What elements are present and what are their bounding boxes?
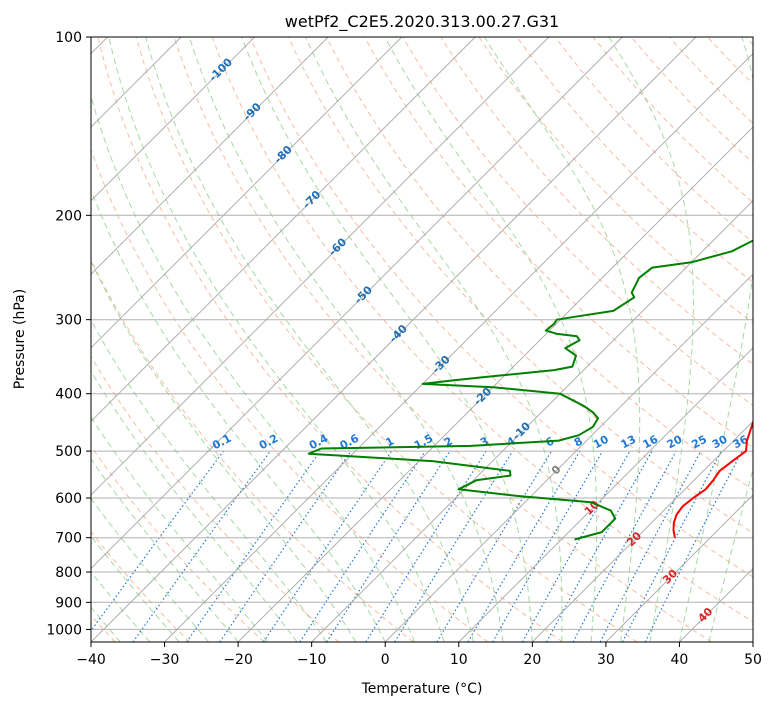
- x-axis-title: Temperature (°C): [361, 681, 483, 697]
- mixing-ratio-lines: [91, 450, 743, 642]
- dry-adiabat-line: [364, 37, 753, 449]
- moist-adiabat-line: [108, 37, 445, 642]
- mixing-ratio-line: [91, 450, 224, 632]
- mixing-ratio-line: [262, 450, 392, 642]
- x-tick-label: −20: [223, 652, 253, 668]
- mixing-ratio-line: [546, 450, 653, 642]
- y-tick-label: 800: [55, 565, 82, 581]
- y-tick-label: 100: [55, 30, 82, 46]
- x-axis: −40 −30 −20 −10 0 10 20 30 40 50: [76, 642, 762, 668]
- isotherm-line: [91, 37, 623, 570]
- y-tick-label: 400: [55, 387, 82, 403]
- dry-adiabat-line: [211, 37, 753, 623]
- mixing-ratio-label: 20: [665, 433, 685, 452]
- profiles: [307, 239, 753, 541]
- x-tick-label: 30: [597, 652, 615, 668]
- moist-adiabat-line: [91, 497, 210, 642]
- dry-adiabat-line: [135, 37, 638, 642]
- mixing-ratio-line: [219, 450, 352, 642]
- moist-adiabat-line: [241, 37, 533, 642]
- isotherm-line: [237, 126, 753, 642]
- x-tick-label: −30: [150, 652, 180, 668]
- moist-adiabat-line: [484, 37, 641, 642]
- dry-adiabat-line: [97, 37, 563, 642]
- moist-adiabat-line: [91, 188, 386, 642]
- dry-adiabats: [91, 37, 753, 642]
- isotherm-line: [752, 641, 753, 642]
- y-tick-label: 700: [55, 531, 82, 547]
- dry-adiabat-line: [326, 37, 753, 491]
- dewpoint-line: [307, 239, 753, 541]
- moist-adiabat-line: [384, 37, 598, 642]
- mixing-ratio-line: [644, 450, 743, 642]
- mixing-ratio-line: [394, 450, 514, 642]
- y-axis: 100 200 300 400 500 600 700 800 900 1000: [46, 30, 91, 638]
- isotherm-line: [605, 494, 753, 642]
- mixing-ratio-line: [326, 450, 451, 642]
- isotherm-line: [91, 37, 476, 423]
- moist-adiabat-line: [145, 37, 474, 642]
- mixing-ratio-label: 13: [619, 433, 639, 452]
- isotherm-line: [384, 273, 753, 642]
- plot-area: [91, 37, 753, 642]
- isotherm-line: [458, 347, 753, 642]
- dry-adiabat-line: [91, 258, 414, 642]
- moist-adiabat-line: [91, 535, 180, 642]
- mixing-ratio-line: [572, 450, 677, 642]
- mixing-ratio-line: [132, 450, 271, 642]
- isotherm-line: [531, 420, 753, 642]
- moist-adiabat-line: [91, 260, 357, 642]
- pressure-gridlines: [91, 37, 753, 630]
- temperature-line: [672, 419, 753, 538]
- y-tick-label: 1000: [46, 622, 82, 638]
- moist-adiabat-line: [678, 37, 753, 642]
- moist-adiabat-line: [708, 467, 753, 642]
- dry-adiabat-line: [249, 37, 753, 578]
- isotherm-line: [91, 37, 256, 202]
- x-tick-label: 0: [381, 652, 390, 668]
- x-tick-label: −40: [76, 652, 106, 668]
- y-axis-title: Pressure (hPa): [12, 289, 28, 389]
- isotherm-line: [91, 37, 550, 496]
- x-tick-label: −10: [297, 652, 327, 668]
- moist-adiabat-line: [608, 37, 694, 642]
- y-tick-label: 300: [55, 313, 82, 329]
- x-tick-label: 40: [671, 652, 689, 668]
- isotherm-line: [91, 37, 403, 349]
- mixing-ratio-label: 16: [641, 433, 661, 452]
- y-tick-label: 200: [55, 208, 82, 224]
- y-tick-label: 900: [55, 595, 82, 611]
- dry-adiabat-line: [440, 37, 753, 365]
- isotherm-line: [311, 199, 753, 642]
- dry-adiabat-line: [91, 355, 340, 642]
- mixing-ratio-line: [299, 450, 426, 642]
- mixing-ratio-label: 25: [689, 433, 709, 452]
- dry-adiabat-line: [91, 530, 191, 642]
- isotherm-line: [164, 52, 753, 642]
- chart-title: wetPf2_C2E5.2020.313.00.27.G31: [285, 12, 559, 32]
- x-tick-label: 10: [450, 652, 468, 668]
- moist-adiabat-line: [188, 37, 504, 642]
- mixing-ratio-label: 10: [591, 433, 611, 452]
- mixing-ratio-label: 30: [710, 433, 730, 452]
- x-tick-label: 20: [523, 652, 541, 668]
- isotherm-line: [91, 37, 697, 642]
- moist-adiabat-line: [305, 37, 563, 642]
- y-tick-label: 600: [55, 491, 82, 507]
- y-tick-label: 500: [55, 444, 82, 460]
- isotherm-line: [91, 37, 329, 275]
- plot-frame: [90, 36, 754, 643]
- mixing-ratio-line: [186, 450, 321, 642]
- dry-adiabat-line: [402, 37, 753, 407]
- isotherms: [91, 37, 753, 642]
- mixing-ratio-line: [521, 450, 631, 642]
- x-tick-label: 50: [744, 652, 762, 668]
